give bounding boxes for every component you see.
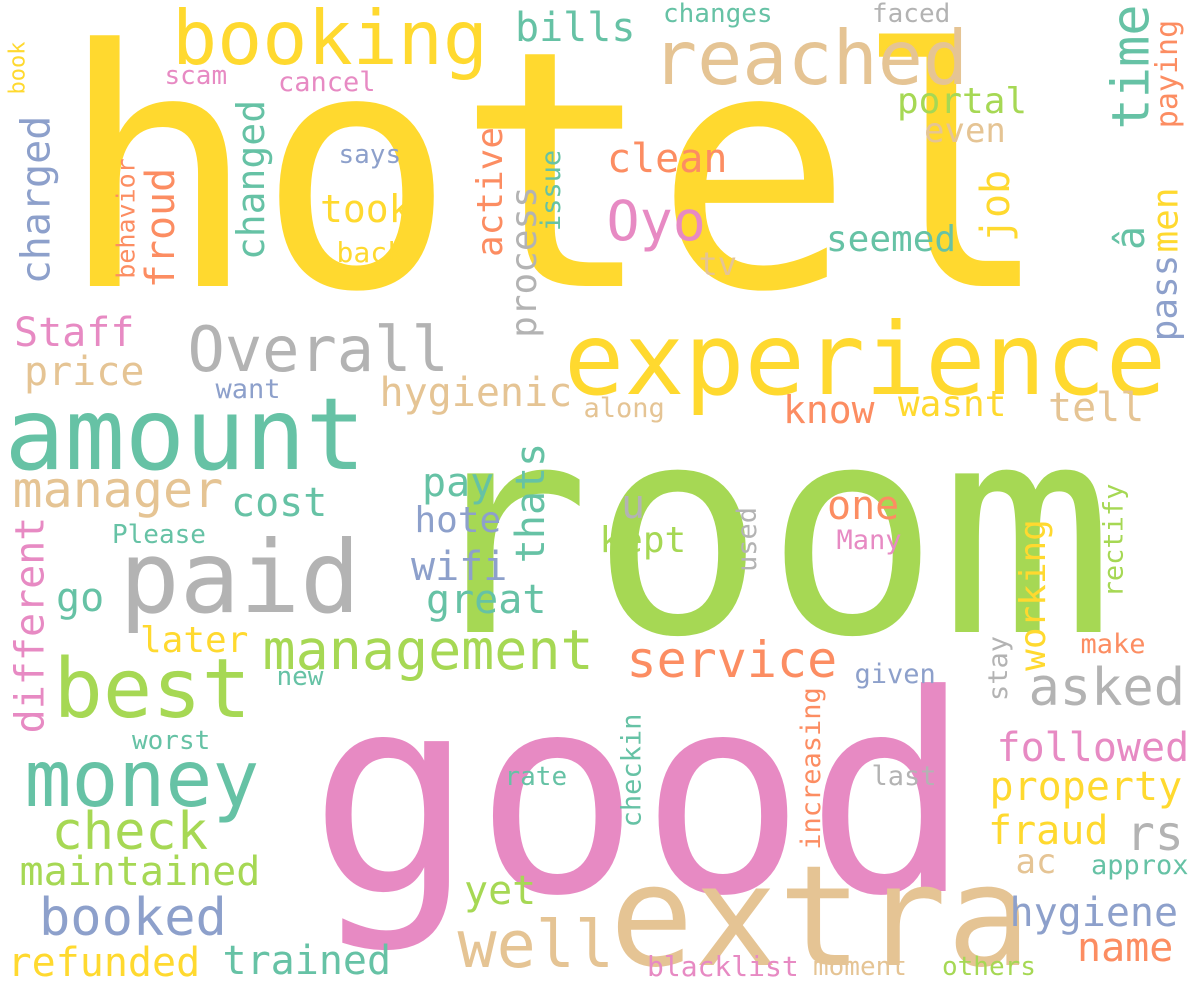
word-clean: clean	[607, 136, 728, 182]
word-refunded: refunded	[7, 940, 201, 986]
word-want: want	[215, 373, 281, 405]
word-blacklist: blacklist	[647, 950, 799, 983]
word-worst: worst	[132, 726, 211, 756]
word-checkin: checkin	[616, 713, 648, 827]
word-maintained: maintained	[19, 849, 261, 895]
word-go: go	[56, 575, 105, 621]
word-property: property	[989, 764, 1183, 810]
word-know: know	[783, 388, 875, 432]
word-make: make	[1080, 628, 1146, 660]
word-rs: rs	[1126, 806, 1184, 862]
word-faced: faced	[872, 0, 951, 29]
word-pay: pay	[422, 460, 495, 506]
word-kept: kept	[599, 520, 687, 561]
word-hote: hote	[414, 500, 502, 541]
word-given: given	[854, 658, 936, 690]
word-staff: Staff	[14, 310, 135, 356]
word-tell: tell	[1048, 385, 1145, 431]
word-seemed: seemed	[826, 219, 957, 260]
word-back: back	[336, 236, 404, 269]
word-tv: tv	[698, 245, 738, 283]
word-great: great	[426, 577, 547, 623]
word-room: room	[416, 364, 1115, 701]
word-different: different	[6, 516, 53, 734]
word-yet: yet	[464, 868, 537, 914]
word-hygiene: hygiene	[1009, 890, 1179, 936]
word-extra: extra	[609, 836, 1031, 987]
word-wasnt: wasnt	[898, 384, 1007, 425]
word-bills: bills	[515, 5, 636, 51]
word-wifi: wifi	[411, 544, 508, 590]
word-changes: changes	[663, 0, 773, 29]
word-price: price	[24, 349, 145, 395]
word-later: later	[140, 620, 249, 661]
word-fraud: fraud	[988, 808, 1109, 854]
word-hygienic: hygienic	[379, 370, 573, 416]
word-moment: moment	[813, 952, 907, 982]
word-experience: experience	[564, 301, 1167, 418]
word-charged: charged	[12, 115, 59, 285]
word-manager: manager	[12, 461, 224, 519]
word-approx: approx	[1091, 849, 1189, 881]
word-booked: booked	[39, 888, 227, 948]
word-changed: changed	[229, 99, 274, 261]
word-used: used	[731, 506, 763, 572]
word-thats: thats	[508, 442, 555, 564]
word-froud: froud	[138, 167, 185, 289]
word-service: service	[626, 631, 838, 689]
word-money: money	[24, 735, 260, 825]
word-many: Many	[836, 524, 902, 556]
word-cost: cost	[231, 480, 328, 526]
word-reached: reached	[652, 13, 969, 102]
word-rate: rate	[504, 762, 568, 792]
word-behavior: behavior	[111, 157, 141, 279]
word-well: well	[457, 907, 615, 983]
word-paid: paid	[119, 519, 361, 636]
word-increasing: increasing	[795, 686, 827, 850]
word-one: one	[827, 483, 900, 529]
word-name: name	[1077, 925, 1174, 971]
word-overall: Overall	[187, 313, 449, 386]
word-followed: followed	[996, 725, 1190, 771]
word-please: Please	[112, 520, 206, 550]
word-paying: paying	[1150, 19, 1186, 129]
word-ac: ac	[1015, 842, 1057, 882]
word-issue: issue	[535, 149, 567, 231]
word-pass: pass	[1143, 254, 1185, 342]
word-amount: amount	[4, 376, 366, 493]
word-scam: scam	[164, 61, 228, 91]
word-oyo: Oyo	[606, 188, 706, 253]
word-even: even	[924, 111, 1006, 151]
word-took: took	[320, 187, 412, 231]
word-best: best	[53, 642, 251, 737]
word-working: working	[1012, 519, 1054, 671]
word-says: says	[338, 140, 402, 170]
word-check: check	[51, 802, 209, 862]
word-others: others	[942, 952, 1036, 982]
word-along: along	[583, 392, 665, 424]
word-hotel: hotel	[58, 0, 1052, 364]
word-last: last	[871, 760, 937, 792]
word-stay: stay	[982, 635, 1014, 701]
word-portal: portal	[897, 81, 1028, 122]
word-book: book	[4, 41, 30, 95]
word-men: men	[1145, 187, 1187, 253]
word-asked: asked	[1028, 658, 1186, 718]
word-rectify: rectify	[1098, 483, 1130, 597]
word-new: new	[276, 662, 324, 692]
word-job: job	[973, 169, 1020, 243]
word-booking: booking	[172, 0, 489, 82]
word-good: good	[309, 635, 972, 956]
word-u: u	[621, 482, 646, 528]
word-cancel: cancel	[278, 66, 376, 98]
word-trained: trained	[222, 938, 392, 984]
word-management: management	[262, 617, 594, 682]
